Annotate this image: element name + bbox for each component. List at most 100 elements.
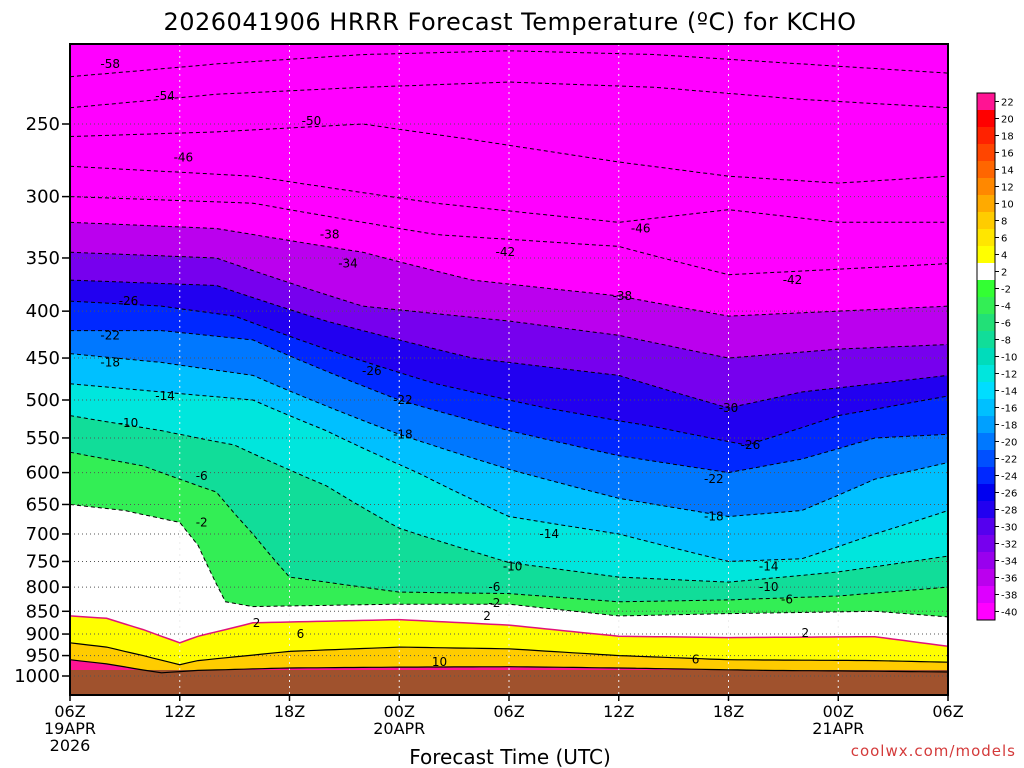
x-axis-label: Forecast Time (UTC) xyxy=(409,745,611,768)
colorbar-swatch xyxy=(977,93,995,110)
contour-label: -46 xyxy=(631,221,651,235)
colorbar-label: 22 xyxy=(1001,98,1014,109)
contour-label: 6 xyxy=(692,653,700,667)
x-tick-label: 20APR xyxy=(373,719,425,738)
x-tick-label: 18Z xyxy=(713,702,744,721)
isotherm--30 xyxy=(70,279,948,409)
colorbar-label: -30 xyxy=(1001,523,1017,534)
colorbar-swatch xyxy=(977,178,995,195)
contour-label: -54 xyxy=(155,89,175,103)
colorbar-label: -36 xyxy=(1001,574,1017,585)
y-tick-label: 850 xyxy=(26,601,60,622)
colorbar-swatch xyxy=(977,552,995,569)
isotherm--18 xyxy=(70,353,948,518)
isotherm--46 xyxy=(70,165,948,223)
colorbar-swatch xyxy=(977,501,995,518)
x-tick-label: 19APR xyxy=(44,719,96,738)
contour-label: 2 xyxy=(483,609,491,623)
y-tick-label: 600 xyxy=(26,463,60,484)
colorbar-label: -12 xyxy=(1001,370,1017,381)
colorbar-label: -16 xyxy=(1001,404,1017,415)
contour-label: -6 xyxy=(196,469,208,483)
colorbar-swatch xyxy=(977,110,995,127)
isotherm-10 xyxy=(70,659,948,674)
colorbar-label: -6 xyxy=(1001,319,1011,330)
colorbar-swatch xyxy=(977,365,995,382)
y-tick-label: 650 xyxy=(26,494,60,515)
contour-label: -26 xyxy=(119,294,139,308)
y-tick-label: 1000 xyxy=(14,666,60,687)
credit-text: coolwx.com/models xyxy=(851,742,1016,760)
contour-label: -34 xyxy=(338,257,358,271)
contour-label: -42 xyxy=(783,273,803,287)
contour-label: -10 xyxy=(759,580,779,594)
isotherm--2 xyxy=(70,504,948,618)
colorbar-swatch xyxy=(977,144,995,161)
colorbar-label: 16 xyxy=(1001,149,1014,160)
colorbar-label: 20 xyxy=(1001,115,1014,126)
x-tick-label: 06Z xyxy=(493,702,524,721)
colorbar-label: -26 xyxy=(1001,489,1017,500)
colorbar-swatch xyxy=(977,348,995,365)
colorbar-label: -20 xyxy=(1001,438,1017,449)
y-tick-label: 550 xyxy=(26,428,60,449)
contour-label: 10 xyxy=(432,655,447,669)
colorbar-label: -18 xyxy=(1001,421,1017,432)
contour-label: -14 xyxy=(759,560,779,574)
colorbar-label: -32 xyxy=(1001,540,1017,551)
colorbar-swatch xyxy=(977,467,995,484)
contour-label: -42 xyxy=(496,245,516,259)
contour-label: -22 xyxy=(393,393,413,407)
colorbar-label: -28 xyxy=(1001,506,1017,517)
colorbar-swatch xyxy=(977,280,995,297)
colorbar-swatch xyxy=(977,518,995,535)
isotherm-2 xyxy=(70,615,948,647)
colorbar-swatch xyxy=(977,535,995,552)
contour-label: -10 xyxy=(503,560,523,574)
colorbar-label: -34 xyxy=(1001,557,1017,568)
y-tick-label: 350 xyxy=(26,248,60,269)
y-tick-label: 700 xyxy=(26,524,60,545)
colorbar-swatch xyxy=(977,195,995,212)
x-tick-label: 00Z xyxy=(384,702,415,721)
colorbar-label: 6 xyxy=(1001,234,1007,245)
y-tick-label: 500 xyxy=(26,390,60,411)
colorbar-swatch xyxy=(977,263,995,280)
contour-label: -18 xyxy=(704,510,724,524)
contour-label: -58 xyxy=(100,57,120,71)
contour-label: -2 xyxy=(488,596,500,610)
isotherm-lines xyxy=(70,50,948,674)
y-tick-label: 250 xyxy=(26,114,60,135)
x-tick-label: 2026 xyxy=(50,736,91,755)
colorbar-label: -10 xyxy=(1001,353,1017,364)
contour-label: 2 xyxy=(802,626,810,640)
isotherm--14 xyxy=(70,383,948,562)
isotherm-6 xyxy=(70,642,948,666)
colorbar-swatch xyxy=(977,127,995,144)
colorbar-swatch xyxy=(977,484,995,501)
y-axis: 2503003504004505005506006507007508008509… xyxy=(14,114,70,687)
colorbar-label: 4 xyxy=(1001,251,1007,262)
contour-label: -6 xyxy=(488,580,500,594)
y-tick-label: 300 xyxy=(26,187,60,208)
colorbar-label: -2 xyxy=(1001,285,1011,296)
contour-label: -38 xyxy=(613,289,633,303)
isotherm--10 xyxy=(70,415,948,583)
y-tick-label: 900 xyxy=(26,624,60,645)
y-tick-label: 950 xyxy=(26,646,60,667)
colorbar-label: -22 xyxy=(1001,455,1017,466)
contour-label: -38 xyxy=(320,228,340,242)
y-tick-label: 450 xyxy=(26,348,60,369)
colorbar-swatch xyxy=(977,382,995,399)
colorbar-swatch xyxy=(977,450,995,467)
colorbar-label: -38 xyxy=(1001,591,1017,602)
contour-label: -14 xyxy=(155,389,175,403)
contour-label: -26 xyxy=(362,364,382,378)
colorbar-swatch xyxy=(977,212,995,229)
x-tick-label: 00Z xyxy=(823,702,854,721)
y-tick-label: 800 xyxy=(26,577,60,598)
contour-label: -6 xyxy=(781,592,793,606)
isotherm--6 xyxy=(70,451,948,603)
